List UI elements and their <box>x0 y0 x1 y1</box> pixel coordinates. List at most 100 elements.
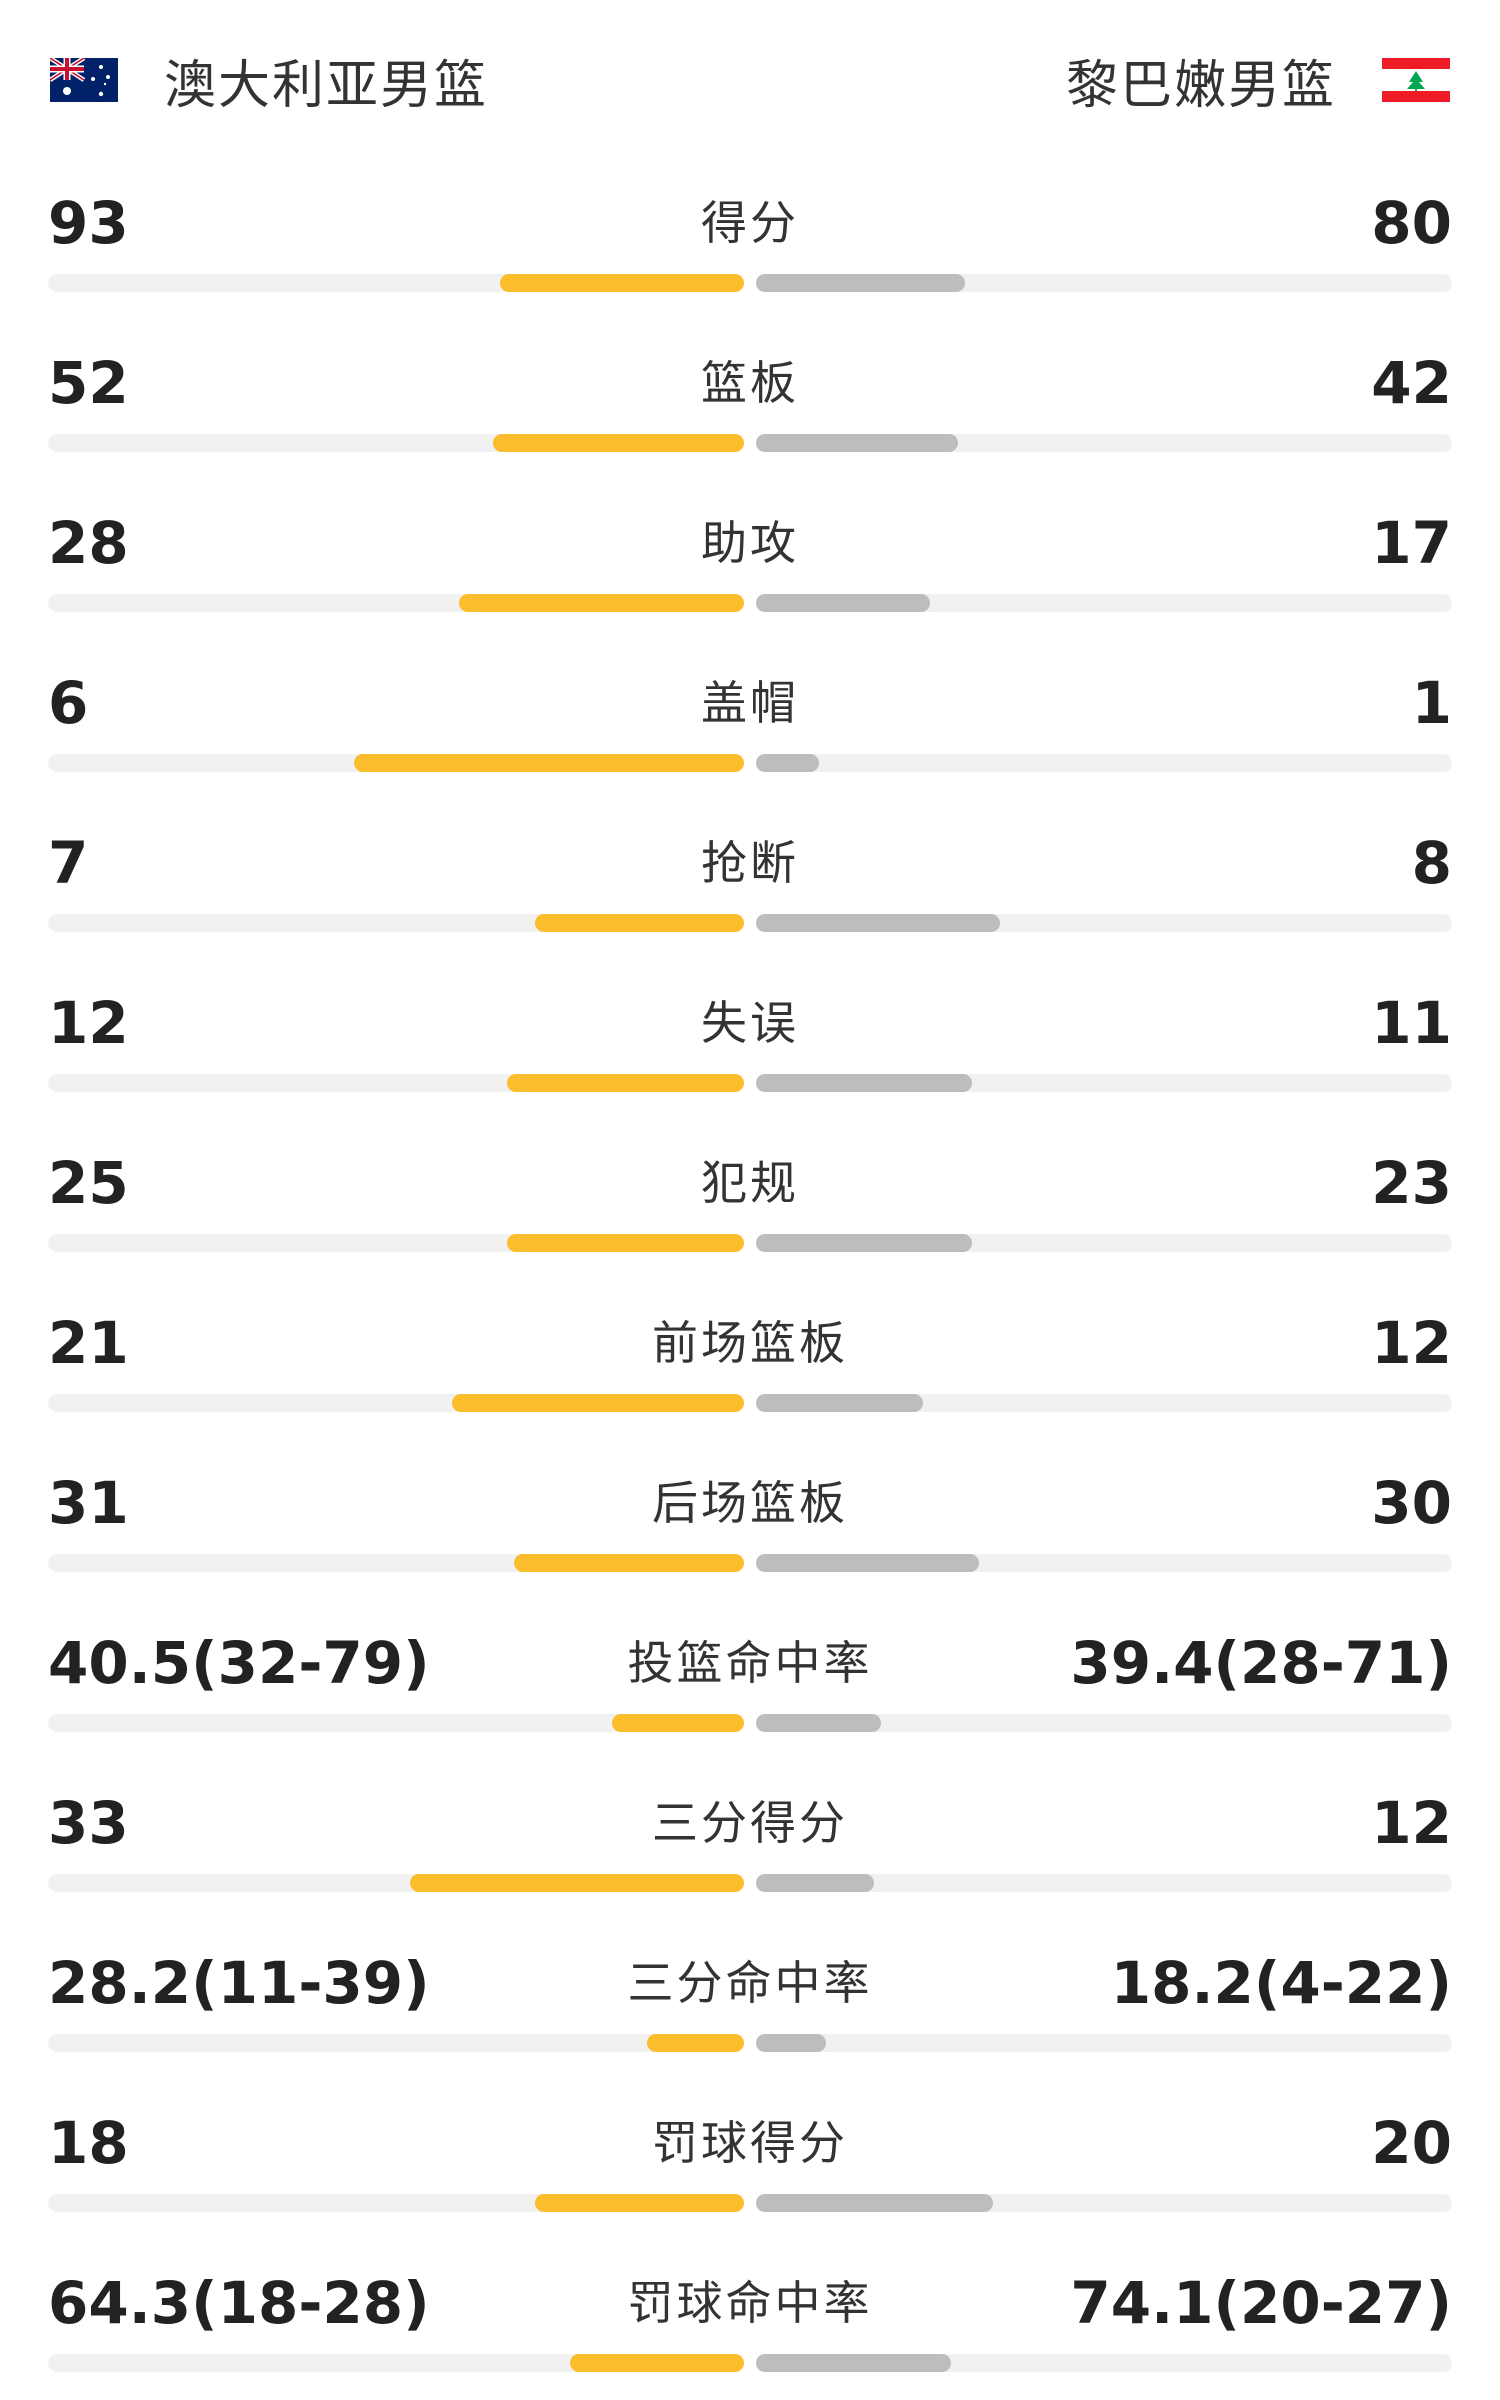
away-stat-bar <box>756 1874 874 1892</box>
away-stat-bar <box>756 754 819 772</box>
away-stat-bar <box>756 2354 951 2372</box>
away-bar-track <box>756 2034 1452 2052</box>
home-stat-value: 52 <box>48 349 129 417</box>
home-bar-track <box>48 754 744 772</box>
stat-label: 投篮命中率 <box>627 1636 873 1690</box>
away-bar-track <box>756 914 1452 932</box>
away-stat-value: 11 <box>1371 989 1452 1057</box>
away-stat-bar <box>756 1394 923 1412</box>
home-bar-track <box>48 274 744 292</box>
away-bar-track <box>756 2354 1452 2372</box>
away-stat-bar <box>756 2034 826 2052</box>
away-stat-value: 12 <box>1371 1309 1452 1377</box>
stat-row: 93 得分 80 <box>0 160 1500 320</box>
away-bar-track <box>756 434 1452 452</box>
away-bar-track <box>756 594 1452 612</box>
stat-row: 25 犯规 23 <box>0 1120 1500 1280</box>
home-stat-value: 64.3(18-28) <box>48 2269 430 2337</box>
stat-label: 三分命中率 <box>627 1956 873 2010</box>
away-stat-bar <box>756 1074 972 1092</box>
stat-row: 18 罚球得分 20 <box>0 2080 1500 2240</box>
stat-label: 失误 <box>701 996 799 1050</box>
home-stat-value: 21 <box>48 1309 129 1377</box>
away-stat-value: 30 <box>1371 1469 1452 1537</box>
stat-row: 40.5(32-79) 投篮命中率 39.4(28-71) <box>0 1600 1500 1760</box>
stat-label: 后场篮板 <box>652 1476 848 1530</box>
home-bar-track <box>48 2354 744 2372</box>
stat-label: 抢断 <box>701 836 799 890</box>
stat-row: 21 前场篮板 12 <box>0 1280 1500 1440</box>
home-stat-bar <box>500 274 744 292</box>
away-bar-track <box>756 1874 1452 1892</box>
away-stat-value: 1 <box>1411 669 1452 737</box>
stat-row: 33 三分得分 12 <box>0 1760 1500 1920</box>
home-team: 澳大利亚男篮 <box>50 38 488 122</box>
home-stat-bar <box>535 2194 744 2212</box>
stat-row: 28 助攻 17 <box>0 480 1500 640</box>
stat-row: 12 失误 11 <box>0 960 1500 1120</box>
away-bar-track <box>756 1234 1452 1252</box>
away-stat-bar <box>756 434 958 452</box>
away-stat-value: 18.2(4-22) <box>1110 1949 1452 2017</box>
away-team-name: 黎巴嫩男篮 <box>1065 55 1336 116</box>
away-stat-bar <box>756 1554 979 1572</box>
home-stat-bar <box>507 1074 744 1092</box>
home-stat-value: 28 <box>48 509 129 577</box>
stat-row: 7 抢断 8 <box>0 800 1500 960</box>
home-stat-value: 28.2(11-39) <box>48 1949 430 2017</box>
home-stat-bar <box>514 1554 744 1572</box>
away-stat-bar <box>756 274 965 292</box>
stat-label: 前场篮板 <box>652 1316 848 1370</box>
home-stat-bar <box>354 754 744 772</box>
away-bar-track <box>756 1714 1452 1732</box>
away-stat-bar <box>756 1234 972 1252</box>
stat-label: 罚球命中率 <box>627 2276 873 2330</box>
home-stat-value: 40.5(32-79) <box>48 1629 430 1697</box>
away-bar-track <box>756 1074 1452 1092</box>
stat-row: 31 后场篮板 30 <box>0 1440 1500 1600</box>
stat-label: 罚球得分 <box>652 2116 848 2170</box>
stat-row: 6 盖帽 1 <box>0 640 1500 800</box>
home-stat-bar <box>507 1234 744 1252</box>
away-stat-bar <box>756 594 930 612</box>
away-stat-value: 42 <box>1371 349 1452 417</box>
away-bar-track <box>756 2194 1452 2212</box>
stat-label: 三分得分 <box>652 1796 848 1850</box>
home-stat-value: 93 <box>48 189 129 257</box>
stats-list: 93 得分 80 52 篮板 42 28 助攻 17 6 盖帽 1 <box>0 160 1500 2400</box>
home-stat-value: 12 <box>48 989 129 1057</box>
home-stat-bar <box>570 2354 744 2372</box>
home-stat-value: 6 <box>48 669 89 737</box>
away-stat-value: 8 <box>1411 829 1452 897</box>
stat-label: 得分 <box>701 196 799 250</box>
away-bar-track <box>756 1394 1452 1412</box>
home-stat-value: 7 <box>48 829 89 897</box>
home-bar-track <box>48 434 744 452</box>
home-bar-track <box>48 2034 744 2052</box>
home-bar-track <box>48 1394 744 1412</box>
away-bar-track <box>756 754 1452 772</box>
lebanon-flag-icon <box>1382 58 1450 102</box>
away-stat-bar <box>756 914 1000 932</box>
home-stat-bar <box>493 434 744 452</box>
home-team-name: 澳大利亚男篮 <box>164 55 489 116</box>
away-stat-value: 74.1(20-27) <box>1070 2269 1452 2337</box>
home-bar-track <box>48 914 744 932</box>
home-stat-bar <box>410 1874 744 1892</box>
home-stat-bar <box>612 1714 744 1732</box>
away-stat-bar <box>756 1714 881 1732</box>
home-stat-bar <box>535 914 744 932</box>
stat-label: 犯规 <box>701 1156 799 1210</box>
home-bar-track <box>48 594 744 612</box>
home-bar-track <box>48 2194 744 2212</box>
home-stat-value: 33 <box>48 1789 129 1857</box>
stat-row: 28.2(11-39) 三分命中率 18.2(4-22) <box>0 1920 1500 2080</box>
away-bar-track <box>756 1554 1452 1572</box>
away-stat-bar <box>756 2194 993 2212</box>
away-stat-value: 20 <box>1371 2109 1452 2177</box>
stat-label: 盖帽 <box>701 676 799 730</box>
home-stat-value: 31 <box>48 1469 129 1537</box>
home-stat-value: 25 <box>48 1149 129 1217</box>
home-bar-track <box>48 1554 744 1572</box>
home-stat-bar <box>459 594 744 612</box>
